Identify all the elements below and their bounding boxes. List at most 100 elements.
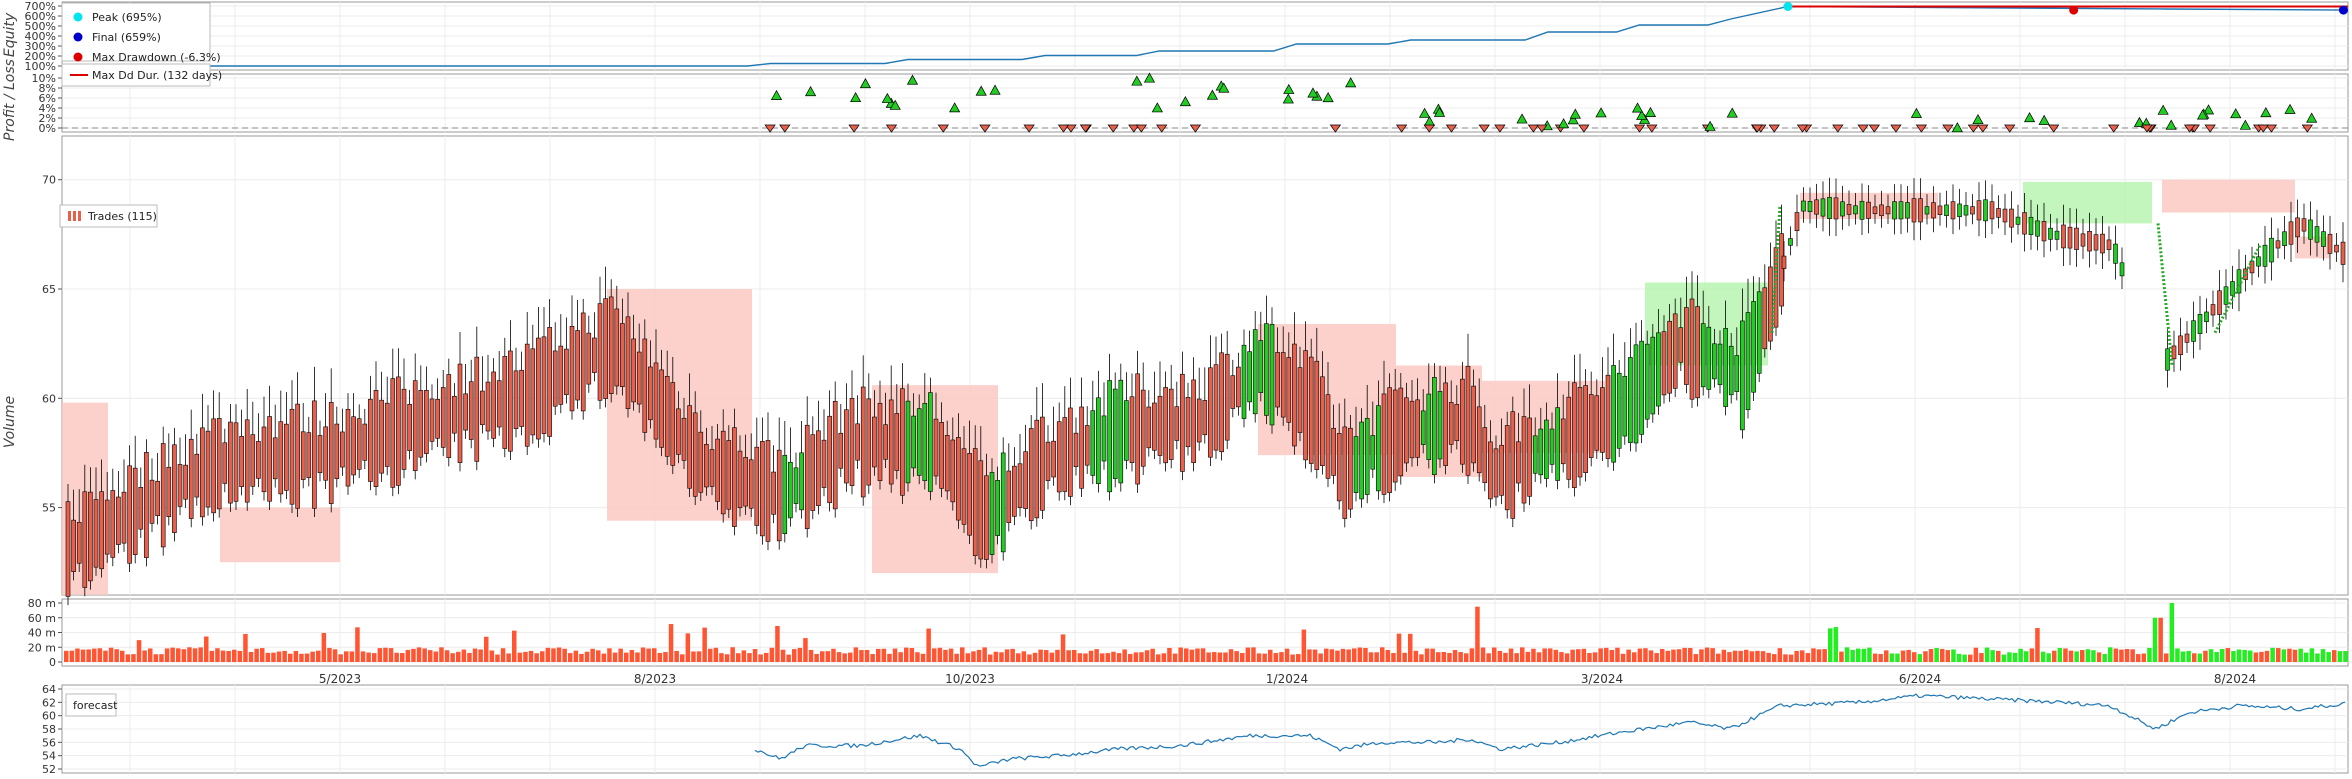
candle bbox=[306, 432, 312, 478]
candle bbox=[1297, 367, 1303, 433]
candle bbox=[1017, 463, 1023, 508]
volume-bar bbox=[2242, 649, 2247, 662]
candle bbox=[698, 431, 704, 493]
volume-bar bbox=[433, 651, 439, 662]
candle bbox=[82, 491, 88, 588]
volume-bar bbox=[1167, 647, 1172, 662]
equity-axis-label: Equity bbox=[2, 12, 18, 57]
legend-peak-marker bbox=[73, 12, 83, 22]
profit-triangle bbox=[2306, 112, 2318, 123]
volume-bar bbox=[2197, 653, 2203, 662]
volume-bar bbox=[1161, 653, 1167, 662]
candle bbox=[1034, 419, 1040, 519]
volume-bar bbox=[1637, 648, 1643, 662]
volume-bar bbox=[260, 648, 265, 662]
volume-bar bbox=[484, 636, 489, 662]
volume-bar bbox=[1716, 653, 1721, 662]
volume-panel bbox=[64, 603, 2348, 662]
candle bbox=[480, 390, 485, 426]
loss-triangle bbox=[1156, 124, 1168, 133]
volume-bar bbox=[1945, 650, 1951, 662]
candle bbox=[580, 312, 586, 412]
volume-bar bbox=[1049, 652, 1055, 662]
candle bbox=[748, 459, 754, 509]
legend-final: Final (659%) bbox=[92, 31, 161, 44]
candle bbox=[384, 402, 390, 467]
candle bbox=[1588, 394, 1594, 458]
volume-axis-label: Volume bbox=[2, 396, 18, 448]
loss-triangle bbox=[1079, 124, 1092, 133]
volume-bar bbox=[1800, 650, 1805, 662]
loss-triangle bbox=[979, 124, 991, 133]
volume-bar bbox=[1340, 648, 1346, 662]
candle bbox=[709, 449, 715, 487]
candle bbox=[1616, 372, 1622, 449]
candle bbox=[1163, 387, 1168, 464]
volume-bar bbox=[1122, 649, 1127, 662]
candle bbox=[323, 426, 328, 481]
candle bbox=[692, 412, 698, 497]
candle bbox=[440, 387, 446, 448]
candle bbox=[194, 453, 200, 498]
volume-bar bbox=[69, 650, 75, 662]
candle bbox=[1866, 201, 1871, 219]
volume-bar bbox=[1195, 648, 1200, 662]
candle bbox=[2191, 320, 2196, 342]
profit-triangle bbox=[989, 84, 1001, 95]
candle bbox=[2165, 348, 2170, 371]
candle bbox=[575, 330, 580, 401]
candle bbox=[569, 325, 575, 412]
volume-bar bbox=[293, 650, 299, 662]
loss-triangle bbox=[1633, 124, 1646, 133]
candle bbox=[1493, 448, 1499, 498]
volume-bar bbox=[674, 650, 679, 662]
volume-bar bbox=[1788, 654, 1794, 662]
profit-triangle bbox=[2157, 104, 2169, 115]
candle bbox=[2295, 217, 2300, 238]
candle bbox=[1499, 444, 1504, 496]
candle bbox=[732, 427, 737, 527]
trades-legend: Trades (115) bbox=[59, 204, 158, 228]
candle bbox=[1180, 373, 1185, 472]
volume-bar bbox=[752, 649, 758, 662]
volume-bar bbox=[2124, 648, 2130, 662]
volume-bar bbox=[2136, 654, 2141, 662]
candle bbox=[104, 499, 110, 555]
volume-bar bbox=[64, 650, 69, 662]
profit-triangle bbox=[881, 92, 893, 103]
candle bbox=[1521, 416, 1527, 504]
volume-bar bbox=[640, 647, 646, 662]
volume-bar bbox=[747, 653, 752, 662]
candle bbox=[2080, 233, 2086, 247]
volume-bar bbox=[1402, 652, 1407, 662]
candle bbox=[911, 415, 916, 469]
candle bbox=[93, 499, 99, 568]
volume-bar bbox=[1368, 652, 1374, 662]
candle bbox=[1000, 452, 1006, 553]
y-tick-label: 4% bbox=[39, 102, 56, 115]
volume-bar bbox=[1760, 651, 1766, 662]
candle bbox=[1331, 427, 1336, 476]
volume-bar bbox=[2180, 651, 2186, 662]
candle bbox=[1918, 198, 1923, 223]
candle bbox=[1544, 419, 1549, 479]
volume-bar bbox=[1604, 647, 1609, 662]
candle bbox=[1833, 197, 1839, 220]
volume-bar bbox=[876, 648, 881, 662]
candle bbox=[1023, 451, 1028, 509]
candle bbox=[849, 398, 855, 486]
volume-bar bbox=[1783, 654, 1788, 662]
profit-triangle bbox=[1951, 122, 1963, 133]
candle bbox=[737, 450, 743, 509]
candle bbox=[597, 303, 603, 401]
volume-bar bbox=[1973, 647, 1979, 662]
candle bbox=[883, 424, 888, 460]
candle bbox=[872, 416, 877, 468]
candle bbox=[1846, 203, 1852, 215]
forecast-line bbox=[754, 693, 2346, 767]
volume-bar bbox=[1906, 649, 1911, 662]
volume-bar bbox=[439, 647, 444, 662]
volume-bar bbox=[820, 651, 825, 662]
volume-bar bbox=[1968, 654, 1973, 662]
candle bbox=[200, 427, 205, 518]
